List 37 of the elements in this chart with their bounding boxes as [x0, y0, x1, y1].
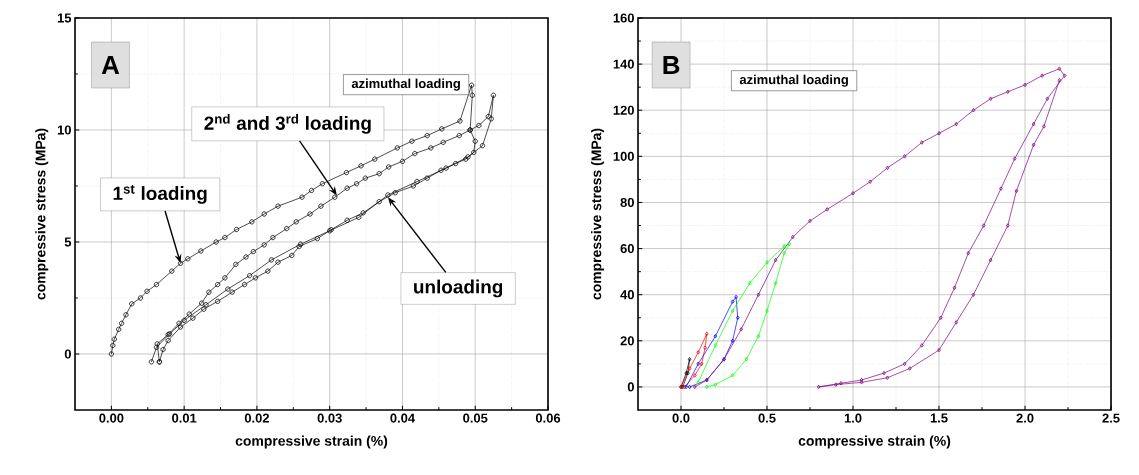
y-axis-title: compressive stress (MPa) — [35, 128, 49, 300]
x-tick-label: 0.01 — [172, 413, 197, 423]
y-tick-label: 160 — [613, 13, 634, 23]
y-axis-title: compressive stress (MPa) — [591, 128, 605, 300]
x-tick-label: 1.5 — [930, 413, 948, 423]
y-tick-label: 40 — [620, 290, 634, 300]
x-tick-label: 0.00 — [99, 413, 124, 423]
x-tick-label: 2.5 — [1102, 413, 1120, 423]
annotation: B — [663, 56, 680, 74]
y-tick-label: 20 — [620, 336, 634, 346]
y-tick-label: 10 — [57, 125, 71, 135]
annotation: 2$^{nd}$ and 3$^{rd}$ loading — [204, 113, 371, 134]
x-tick-label: 0.06 — [535, 413, 561, 423]
annotation: unloading — [414, 279, 503, 298]
y-tick-label: 5 — [64, 237, 72, 247]
y-tick-label: 15 — [57, 13, 72, 23]
annotation: A — [101, 56, 120, 74]
annotation: azimuthal loading — [739, 74, 848, 87]
x-tick-label: 0.03 — [317, 413, 342, 423]
y-tick-label: 80 — [620, 197, 634, 208]
y-tick-label: 0 — [627, 382, 634, 392]
x-axis-title: compressive strain (%) — [798, 435, 951, 449]
x-tick-label: 0.04 — [390, 413, 415, 423]
y-tick-label: 0 — [64, 349, 71, 359]
x-tick-label: 1.0 — [844, 413, 862, 423]
y-tick-label: 140 — [613, 59, 634, 69]
y-tick-label: 100 — [613, 151, 634, 161]
annotation: azimuthal loading — [351, 78, 460, 91]
x-tick-label: 0.5 — [758, 413, 776, 423]
x-tick-label: 2.0 — [1016, 413, 1034, 423]
x-tick-label: 0.0 — [672, 413, 690, 423]
y-tick-label: 60 — [620, 244, 634, 254]
x-tick-label: 0.02 — [244, 413, 270, 423]
y-tick-label: 120 — [613, 105, 634, 115]
x-axis-title: compressive strain (%) — [235, 435, 388, 449]
x-tick-label: 0.05 — [463, 413, 488, 423]
annotation: 1$^{st}$ loading — [113, 184, 207, 204]
